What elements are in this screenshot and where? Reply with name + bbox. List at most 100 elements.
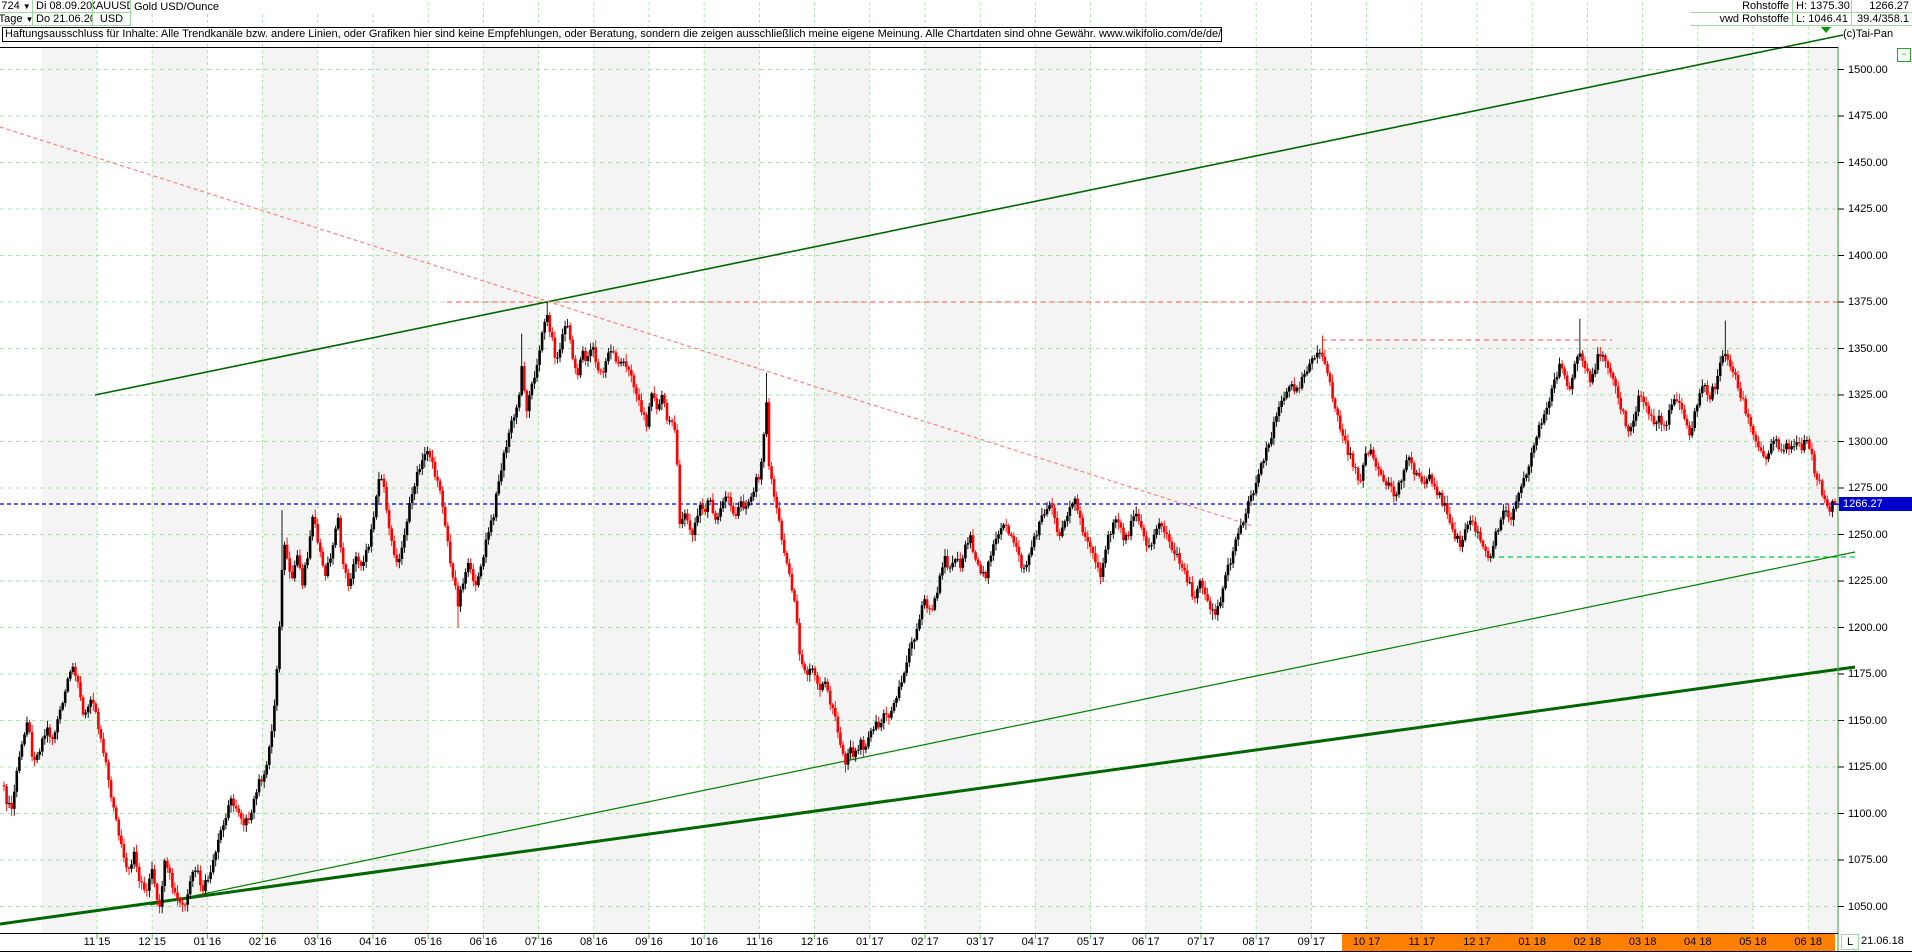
timeframe-dropdown[interactable]: Tage ▼ — [0, 13, 33, 26]
x-tick-label: 12 17 — [1463, 936, 1491, 948]
y-tick-label: 1500.00 — [1848, 63, 1888, 76]
period-high-cell: H: 1375.30 — [1793, 0, 1852, 13]
collapse-panel-button[interactable]: − — [1897, 48, 1911, 62]
red-descending-resistance[interactable] — [0, 126, 1254, 527]
category-cell: Rohstoffe — [1690, 0, 1793, 13]
y-tick-label: 1225.00 — [1848, 575, 1888, 587]
thick-green-support[interactable] — [0, 665, 1856, 926]
x-tick-label: 03 16 — [304, 936, 332, 948]
y-tick-label: 1200.00 — [1848, 621, 1888, 634]
x-tick-label: 11 15 — [83, 936, 111, 948]
last-price-cell: 1266.27 — [1852, 0, 1912, 13]
up-candle-bodies — [7, 315, 1834, 907]
y-tick-label: 1475.00 — [1848, 110, 1888, 122]
month-band — [1697, 47, 1753, 933]
y-tick-label: 1400.00 — [1848, 249, 1888, 262]
x-tick-label: 12 15 — [138, 936, 166, 948]
date-to-cell: Do 21.06.2018 — [33, 13, 93, 26]
data-source-cell: vwd Rohstoffe — [1690, 13, 1793, 26]
y-tick-label: 1250.00 — [1848, 528, 1888, 541]
y-tick-label: 1175.00 — [1848, 668, 1887, 680]
y-tick-label: 1050.00 — [1848, 900, 1888, 913]
date-from-cell: Di 08.09.2015 — [33, 0, 93, 13]
month-band — [41, 47, 97, 933]
upper-green-channel[interactable] — [94, 34, 1844, 396]
month-band — [593, 47, 649, 933]
dropdown-arrow-icon: ▼ — [25, 14, 33, 24]
highlight-period-bar — [1342, 934, 1835, 951]
x-tick-label: 09 16 — [635, 936, 663, 948]
chart-frame-bottom — [0, 933, 1838, 934]
x-tick-label: 01 17 — [856, 936, 884, 948]
y-tick-label: 1450.00 — [1848, 156, 1888, 169]
copyright-label: (c)Tai-Pan — [1843, 28, 1912, 43]
x-tick-label: 05 16 — [414, 936, 442, 948]
x-tick-label: 02 17 — [911, 936, 939, 948]
month-band — [152, 47, 208, 933]
x-tick-label: 04 17 — [1021, 936, 1050, 948]
x-tick-label: 12 16 — [800, 936, 829, 948]
x-tick-label: 02 18 — [1573, 936, 1602, 948]
x-tick-label: 08 17 — [1242, 936, 1270, 948]
trendline-end-marker-icon — [1821, 27, 1831, 33]
timeframe-value: Tage — [0, 13, 23, 25]
x-tick-label: 05 18 — [1739, 936, 1767, 948]
y-tick-label: 1150.00 — [1848, 714, 1887, 727]
range-info-cell: 39.4/358.1 — [1852, 13, 1912, 26]
month-band — [1587, 47, 1643, 933]
x-tick-label: 11 16 — [746, 936, 773, 948]
mid-green-support[interactable] — [149, 551, 1856, 906]
instrument-title: Gold USD/Ounce — [131, 0, 401, 13]
period-low-cell: L: 1046.41 — [1793, 13, 1852, 26]
y-tick-label: 1075.00 — [1848, 854, 1888, 866]
chart-frame-top — [0, 47, 1838, 48]
month-band — [262, 47, 318, 933]
y-tick-label: 1300.00 — [1848, 435, 1888, 448]
x-tick-label: 09 17 — [1297, 936, 1326, 948]
footer-legend-cell[interactable]: L — [1841, 934, 1859, 950]
y-tick-label: 1100.00 — [1848, 807, 1887, 820]
x-tick-label: 01 18 — [1518, 936, 1546, 948]
month-band — [1145, 47, 1201, 933]
x-tick-label: 11 17 — [1408, 936, 1436, 948]
x-tick-label: 03 17 — [966, 936, 994, 948]
x-tick-label: 04 18 — [1684, 936, 1712, 948]
bars-count-value: 724 — [1, 0, 20, 12]
month-band — [373, 47, 429, 933]
symbol-cell: XAUUSD — [93, 0, 131, 13]
x-tick-label: 10 16 — [690, 936, 718, 948]
y-tick-label: 1375.00 — [1848, 296, 1888, 308]
month-band — [1256, 47, 1312, 933]
x-tick-label: 01 16 — [193, 936, 222, 948]
month-band — [483, 47, 539, 933]
y-tick-label: 1125.00 — [1848, 761, 1887, 773]
month-band — [925, 47, 981, 933]
x-tick-label: 06 18 — [1794, 936, 1822, 948]
y-tick-label: 1350.00 — [1848, 342, 1888, 355]
y-tick-label: 1275.00 — [1848, 482, 1888, 494]
disclaimer-text-box: Haftungsausschluss für Inhalte: Alle Tre… — [2, 27, 1222, 42]
month-band — [814, 47, 870, 933]
currency-cell: USD — [93, 13, 131, 26]
footer-last-date: 21.06.18 — [1861, 934, 1912, 950]
bars-count-dropdown[interactable]: 724 ▼ — [0, 0, 33, 13]
x-tick-label: 05 17 — [1076, 936, 1105, 948]
month-band — [704, 47, 760, 933]
dropdown-arrow-icon: ▼ — [22, 1, 31, 11]
month-band — [1477, 47, 1533, 933]
y-tick-label: 1325.00 — [1848, 389, 1888, 401]
x-tick-label: 07 16 — [524, 936, 553, 948]
x-tick-label: 04 16 — [359, 936, 387, 948]
x-tick-label: 02 16 — [248, 936, 277, 948]
x-tick-label: 06 17 — [1132, 936, 1160, 948]
y-tick-label: 1425.00 — [1848, 203, 1888, 215]
x-tick-label: 08 16 — [580, 936, 608, 948]
last-price-badge: 1266.27 — [1839, 497, 1912, 512]
month-band — [1035, 47, 1091, 933]
down-candle-bodies — [2, 315, 1837, 907]
x-tick-label: 06 16 — [469, 936, 498, 948]
x-tick-label: 10 17 — [1352, 936, 1381, 948]
x-tick-label: 03 18 — [1628, 936, 1657, 948]
